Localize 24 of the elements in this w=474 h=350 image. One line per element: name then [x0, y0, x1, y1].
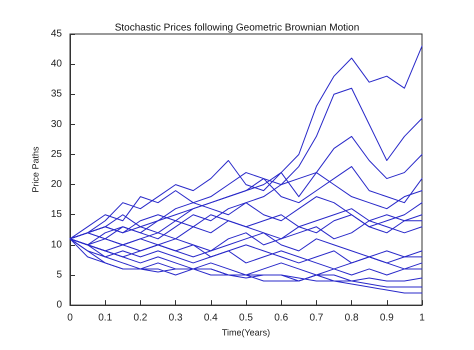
x-axis-title: Time(Years)	[222, 328, 270, 338]
y-tick-label: 35	[50, 88, 62, 100]
y-tick-label: 0	[56, 300, 62, 311]
y-tick-label: 10	[50, 239, 62, 250]
x-tick-label: 0.1	[98, 312, 113, 324]
y-tick-label: 5	[56, 269, 62, 280]
x-tick-label: 0.8	[344, 312, 359, 324]
y-tick-label: 45	[50, 28, 62, 40]
x-tick-label: 0.5	[239, 312, 254, 324]
x-tick-label: 0.4	[204, 312, 218, 324]
x-tick-label: 1	[419, 312, 426, 324]
y-tick-label: 20	[50, 179, 62, 190]
chart-title: Stochastic Prices following Geometric Brownian Motion	[114, 22, 360, 34]
y-tick-label: 40	[50, 58, 62, 70]
x-tick-label: 0.2	[133, 312, 148, 324]
y-axis-title: Price Paths	[30, 146, 40, 193]
y-tick-label: 25	[50, 148, 62, 160]
x-tick-label: 0.9	[380, 312, 394, 324]
x-tick-label: 0	[67, 312, 74, 324]
x-tick-label: 0.3	[168, 312, 183, 324]
x-tick-label: 0.7	[309, 312, 324, 324]
y-tick-label: 30	[50, 118, 62, 130]
x-tick-label: 0.6	[274, 312, 289, 324]
y-tick-label: 15	[50, 209, 62, 220]
